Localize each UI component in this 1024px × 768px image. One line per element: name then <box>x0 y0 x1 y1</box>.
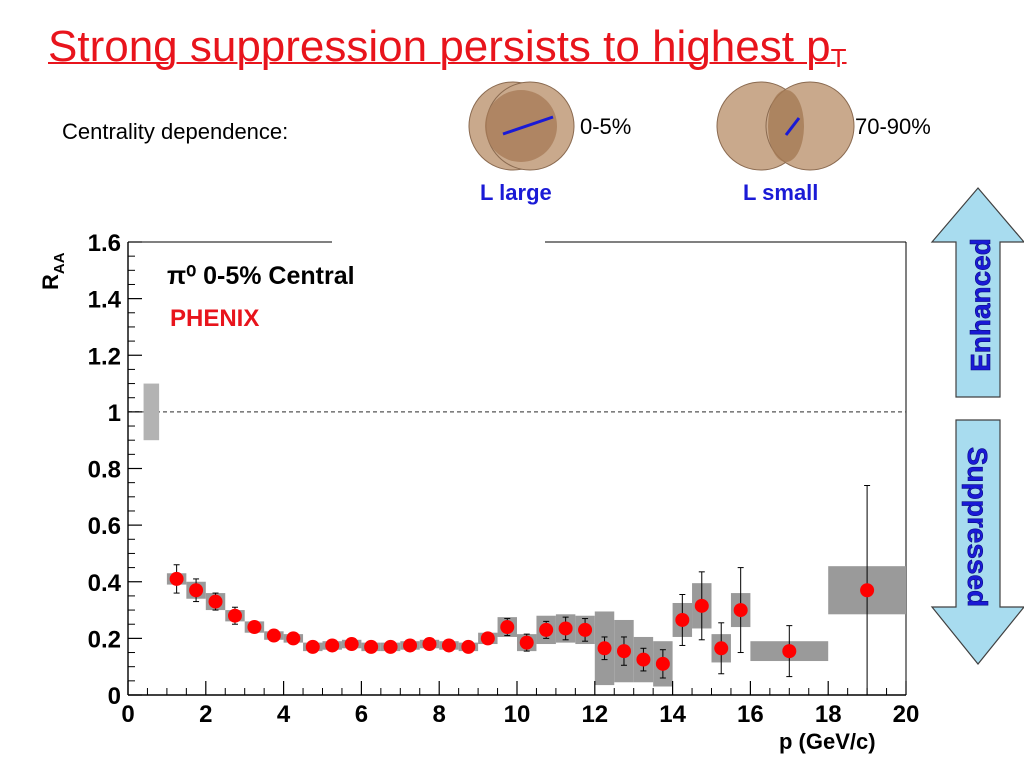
data-point <box>714 641 729 656</box>
chart-text: RAA p (GeV/c) π⁰ 0-5% Central PHENIX <box>38 252 876 754</box>
peripheral-percent-label: 70-90% <box>855 114 931 139</box>
peripheral-collision-diagram <box>716 81 855 171</box>
data-point <box>733 603 748 618</box>
slide-title: Strong suppression persists to highest p… <box>48 22 847 74</box>
y-tick-label: 0.2 <box>88 626 121 653</box>
suppressed-arrow-label: Suppressed <box>962 447 993 607</box>
data-point <box>441 638 456 653</box>
y-tick-label: 0.8 <box>88 457 121 484</box>
central-percent-label: 0-5% <box>580 114 632 139</box>
data-point <box>539 622 554 637</box>
data-point <box>383 639 398 654</box>
x-tick-label: 6 <box>355 701 368 728</box>
central-L-label: L large <box>480 180 552 205</box>
data-point <box>500 620 515 635</box>
x-tick-label: 0 <box>121 701 134 728</box>
y-tick-label: 1 <box>108 400 121 427</box>
data-point <box>655 656 670 671</box>
peripheral-L-label: L small <box>743 180 819 205</box>
normalization-uncertainty-box <box>143 383 160 441</box>
x-tick-label: 8 <box>433 701 446 728</box>
data-point <box>403 638 418 653</box>
y-tick-label: 1.2 <box>88 343 121 370</box>
data-point <box>227 608 242 623</box>
enhanced-arrow-shape <box>930 187 1024 398</box>
data-point <box>305 639 320 654</box>
peripheral-overlap <box>768 90 804 162</box>
axis-ticks: 0 0.2 0.4 0.6 0.8 1 1.2 1.4 1.6 0 2 4 6 8 10 12 14 16 18 20 <box>88 230 920 728</box>
statistical-error-bars <box>173 484 871 696</box>
data-point <box>480 631 495 646</box>
x-tick-label: 2 <box>199 701 212 728</box>
data-point <box>169 571 184 586</box>
data-point <box>364 639 379 654</box>
y-tick-label: 0 <box>108 683 121 710</box>
x-tick-label: 4 <box>277 701 291 728</box>
x-axis-label: p (GeV/c) <box>779 729 876 754</box>
data-points <box>169 571 875 671</box>
data-point <box>325 638 340 653</box>
data-point <box>286 631 301 646</box>
data-point <box>422 637 437 652</box>
data-point <box>578 622 593 637</box>
y-tick-label: 0.6 <box>88 513 121 540</box>
data-point <box>616 644 631 659</box>
central-path-length-line <box>502 115 554 136</box>
data-point <box>247 620 262 635</box>
enhanced-arrow-label: Enhanced <box>965 238 996 372</box>
data-point <box>636 652 651 667</box>
centrality-label: Centrality dependence: <box>62 119 289 144</box>
suppressed-arrow: Suppressed <box>930 419 1024 665</box>
slide-title-text: Strong suppression persists to highest p <box>48 22 831 71</box>
species-annotation: π⁰ 0-5% Central <box>167 262 355 290</box>
data-point <box>189 583 204 598</box>
x-tick-label: 20 <box>893 701 920 728</box>
experiment-annotation: PHENIX <box>170 305 259 332</box>
slide-title-subscript: T <box>830 43 847 73</box>
x-tick-label: 16 <box>737 701 764 728</box>
x-tick-label: 18 <box>815 701 842 728</box>
y-tick-label: 1.4 <box>88 287 122 314</box>
central-collision-diagram <box>468 81 575 171</box>
data-point <box>519 635 534 650</box>
data-point <box>266 628 281 643</box>
data-point <box>344 637 359 652</box>
systematic-error-boxes <box>166 566 906 687</box>
enhanced-arrow: Enhanced <box>930 187 1024 398</box>
data-point <box>675 612 690 627</box>
peripheral-path-length-line <box>784 117 801 136</box>
data-point <box>597 641 612 656</box>
data-point <box>860 583 875 598</box>
suppressed-arrow-shape <box>930 419 1024 665</box>
y-tick-label: 0.4 <box>88 570 122 597</box>
x-tick-label: 14 <box>659 701 686 728</box>
x-tick-label: 12 <box>581 701 608 728</box>
data-point <box>782 644 797 659</box>
y-axis-label: RAA <box>38 252 68 290</box>
x-tick-label: 10 <box>504 701 531 728</box>
data-point <box>208 594 223 609</box>
data-point <box>558 621 573 636</box>
y-tick-label: 1.6 <box>88 230 121 257</box>
data-point <box>461 639 476 654</box>
central-overlap <box>485 90 557 162</box>
data-point <box>694 598 709 613</box>
